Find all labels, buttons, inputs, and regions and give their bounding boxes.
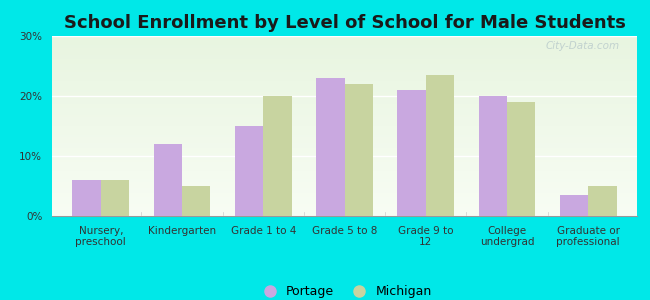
- Bar: [101, 180, 129, 216]
- Bar: [478, 96, 507, 216]
- Legend: Portage, Michigan: Portage, Michigan: [252, 280, 437, 300]
- Bar: [426, 75, 454, 216]
- Bar: [153, 144, 182, 216]
- Bar: [72, 180, 101, 216]
- Bar: [507, 102, 536, 216]
- Bar: [182, 186, 211, 216]
- Bar: [235, 126, 263, 216]
- Bar: [588, 186, 617, 216]
- Bar: [263, 96, 292, 216]
- Bar: [344, 84, 373, 216]
- Bar: [316, 78, 344, 216]
- Title: School Enrollment by Level of School for Male Students: School Enrollment by Level of School for…: [64, 14, 625, 32]
- Bar: [560, 195, 588, 216]
- Bar: [397, 90, 426, 216]
- Text: City-Data.com: City-Data.com: [545, 41, 619, 51]
